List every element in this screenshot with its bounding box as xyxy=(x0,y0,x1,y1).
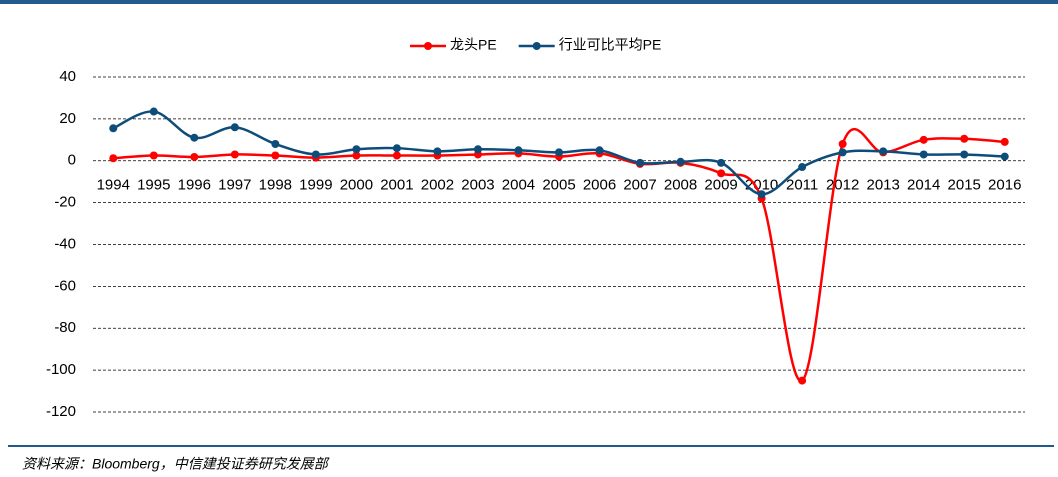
x-tick-label: 2007 xyxy=(623,177,656,194)
y-tick-label: 0 xyxy=(68,152,76,169)
y-tick-label: -80 xyxy=(54,319,76,336)
x-tick-label: 2016 xyxy=(988,177,1021,194)
x-tick-label: 2002 xyxy=(421,177,454,194)
point xyxy=(311,150,320,159)
y-tick-label: -100 xyxy=(46,361,76,378)
top-border xyxy=(0,0,1058,4)
point xyxy=(636,158,645,167)
x-tick-label: 2013 xyxy=(866,177,899,194)
y-tick-label: -40 xyxy=(54,235,76,252)
x-tick-label: 2001 xyxy=(380,177,413,194)
point xyxy=(190,152,199,161)
x-tick-label: 1995 xyxy=(137,177,170,194)
point xyxy=(190,133,199,142)
x-tick-label: 1997 xyxy=(218,177,251,194)
point xyxy=(352,151,361,160)
point xyxy=(555,148,563,157)
x-tick-label: 2005 xyxy=(542,177,575,194)
point xyxy=(392,151,401,160)
x-tick-label: 2006 xyxy=(583,177,616,194)
point xyxy=(109,124,118,133)
point xyxy=(230,150,239,159)
point xyxy=(838,148,847,157)
point xyxy=(676,157,685,166)
x-tick-label: 1996 xyxy=(178,177,211,194)
x-tick-label: 2000 xyxy=(340,177,373,194)
y-tick-label: 40 xyxy=(59,68,76,85)
x-tick-label: 2004 xyxy=(502,177,535,194)
point xyxy=(433,147,442,156)
x-tick-label: 2011 xyxy=(786,177,818,194)
point xyxy=(352,145,361,154)
x-tick-label: 1994 xyxy=(97,177,130,194)
point xyxy=(149,151,158,160)
bottom-border xyxy=(8,445,1054,447)
x-tick-label: 2003 xyxy=(461,177,494,194)
x-tick-label: 1998 xyxy=(259,177,292,194)
legend-marker xyxy=(532,42,541,50)
point xyxy=(149,107,158,116)
point xyxy=(919,150,928,159)
point xyxy=(717,169,726,178)
point xyxy=(1000,152,1009,161)
point xyxy=(717,158,726,167)
point xyxy=(919,135,928,144)
point xyxy=(879,147,888,156)
point xyxy=(757,190,766,199)
point xyxy=(271,140,280,148)
point xyxy=(1000,137,1009,146)
point xyxy=(392,144,401,153)
x-tick-label: 2015 xyxy=(948,177,981,194)
y-tick-label: -60 xyxy=(54,277,76,294)
x-tick-label: 1999 xyxy=(299,177,332,194)
y-tick-label: -120 xyxy=(46,403,76,420)
x-tick-label: 2009 xyxy=(704,177,737,194)
point xyxy=(271,151,280,160)
point xyxy=(473,145,482,154)
point xyxy=(960,134,969,143)
point xyxy=(109,154,118,163)
point xyxy=(514,146,523,155)
legend-marker xyxy=(424,42,432,50)
point xyxy=(838,140,847,148)
y-tick-label: 20 xyxy=(59,110,76,127)
point xyxy=(798,376,807,385)
x-tick-label: 2012 xyxy=(826,177,859,194)
x-tick-label: 2008 xyxy=(664,177,697,194)
line xyxy=(113,127,1005,382)
x-tick-label: 2014 xyxy=(907,177,940,194)
point xyxy=(960,150,969,159)
legend-label: 龙头PE xyxy=(450,37,497,53)
point xyxy=(798,163,807,172)
point xyxy=(595,146,604,155)
legend-label: 行业可比平均PE xyxy=(559,37,662,53)
y-tick-label: -20 xyxy=(54,194,76,211)
source: 资料来源：Bloomberg，中信建投证券研究发展部 xyxy=(22,456,330,472)
point xyxy=(230,123,239,132)
